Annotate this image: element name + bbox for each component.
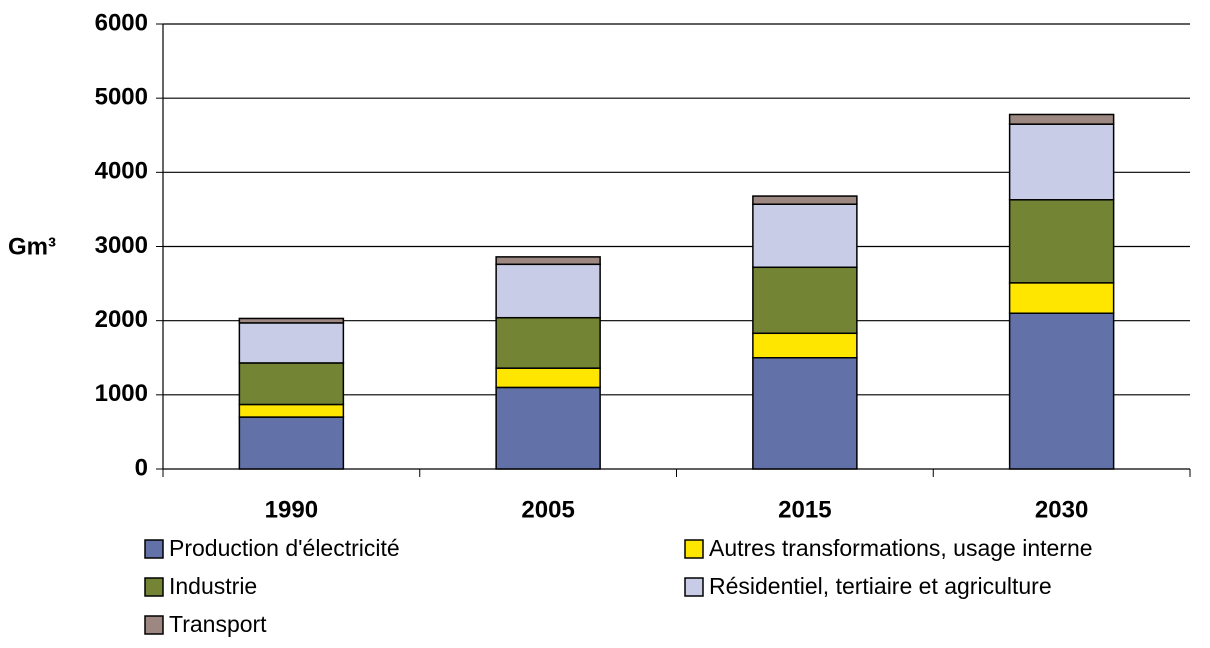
- legend-label: Autres transformations, usage interne: [709, 535, 1093, 561]
- y-tick-label: 2000: [95, 306, 148, 333]
- legend-label: Industrie: [169, 573, 257, 599]
- legend-label: Transport: [169, 611, 267, 637]
- y-tick-label: 5000: [95, 84, 148, 111]
- bar-segment: [495, 316, 601, 369]
- bar-segment: [1008, 123, 1115, 201]
- legend-swatch: [684, 577, 704, 597]
- x-tick-label: 2015: [778, 496, 831, 523]
- x-tick-label: 2030: [1035, 496, 1088, 523]
- legend-swatch: [144, 539, 164, 559]
- y-tick-label: 6000: [95, 9, 148, 36]
- bar-segment: [238, 317, 345, 324]
- y-tick-label: 4000: [95, 158, 148, 185]
- bar-segment: [495, 263, 601, 319]
- y-axis-label: Gm³: [8, 233, 56, 260]
- legend-swatch: [144, 615, 164, 635]
- bar-segment: [238, 416, 345, 470]
- legend-swatch: [144, 577, 164, 597]
- bar-segment: [1008, 312, 1115, 470]
- bar-segment: [752, 357, 858, 470]
- bar-segment: [752, 195, 858, 205]
- bar-segment: [1008, 282, 1115, 315]
- bar-segment: [495, 256, 601, 266]
- bar-segment: [495, 386, 601, 470]
- x-tick-label: 2005: [521, 496, 574, 523]
- bar-segment: [752, 266, 858, 335]
- bar-segment: [238, 362, 345, 406]
- y-tick-label: 1000: [95, 380, 148, 407]
- legend-swatch: [684, 539, 704, 559]
- bar-segment: [238, 322, 345, 364]
- bar-segment: [238, 403, 345, 418]
- bar-segment: [752, 332, 858, 359]
- bar-segment: [1008, 113, 1115, 125]
- bar-segment: [752, 203, 858, 269]
- legend-label: Production d'électricité: [169, 535, 400, 561]
- bar-segment: [1008, 199, 1115, 284]
- y-tick-label: 0: [135, 454, 148, 481]
- legend-label: Résidentiel, tertiaire et agriculture: [709, 573, 1052, 599]
- y-tick-label: 3000: [95, 232, 148, 259]
- x-tick-label: 1990: [265, 496, 318, 523]
- bar-segment: [495, 367, 601, 389]
